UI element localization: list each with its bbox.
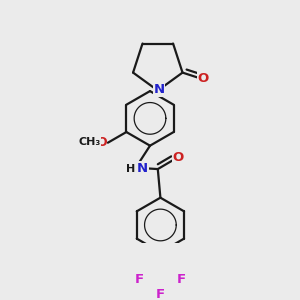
Text: CH₃: CH₃ bbox=[78, 137, 100, 147]
Text: F: F bbox=[135, 273, 144, 286]
Text: O: O bbox=[197, 72, 209, 85]
Text: O: O bbox=[96, 136, 107, 149]
Text: F: F bbox=[156, 288, 165, 300]
Text: H: H bbox=[126, 164, 136, 174]
Text: F: F bbox=[177, 273, 186, 286]
Text: N: N bbox=[154, 83, 165, 96]
Text: N: N bbox=[136, 162, 148, 175]
Text: O: O bbox=[172, 152, 184, 164]
